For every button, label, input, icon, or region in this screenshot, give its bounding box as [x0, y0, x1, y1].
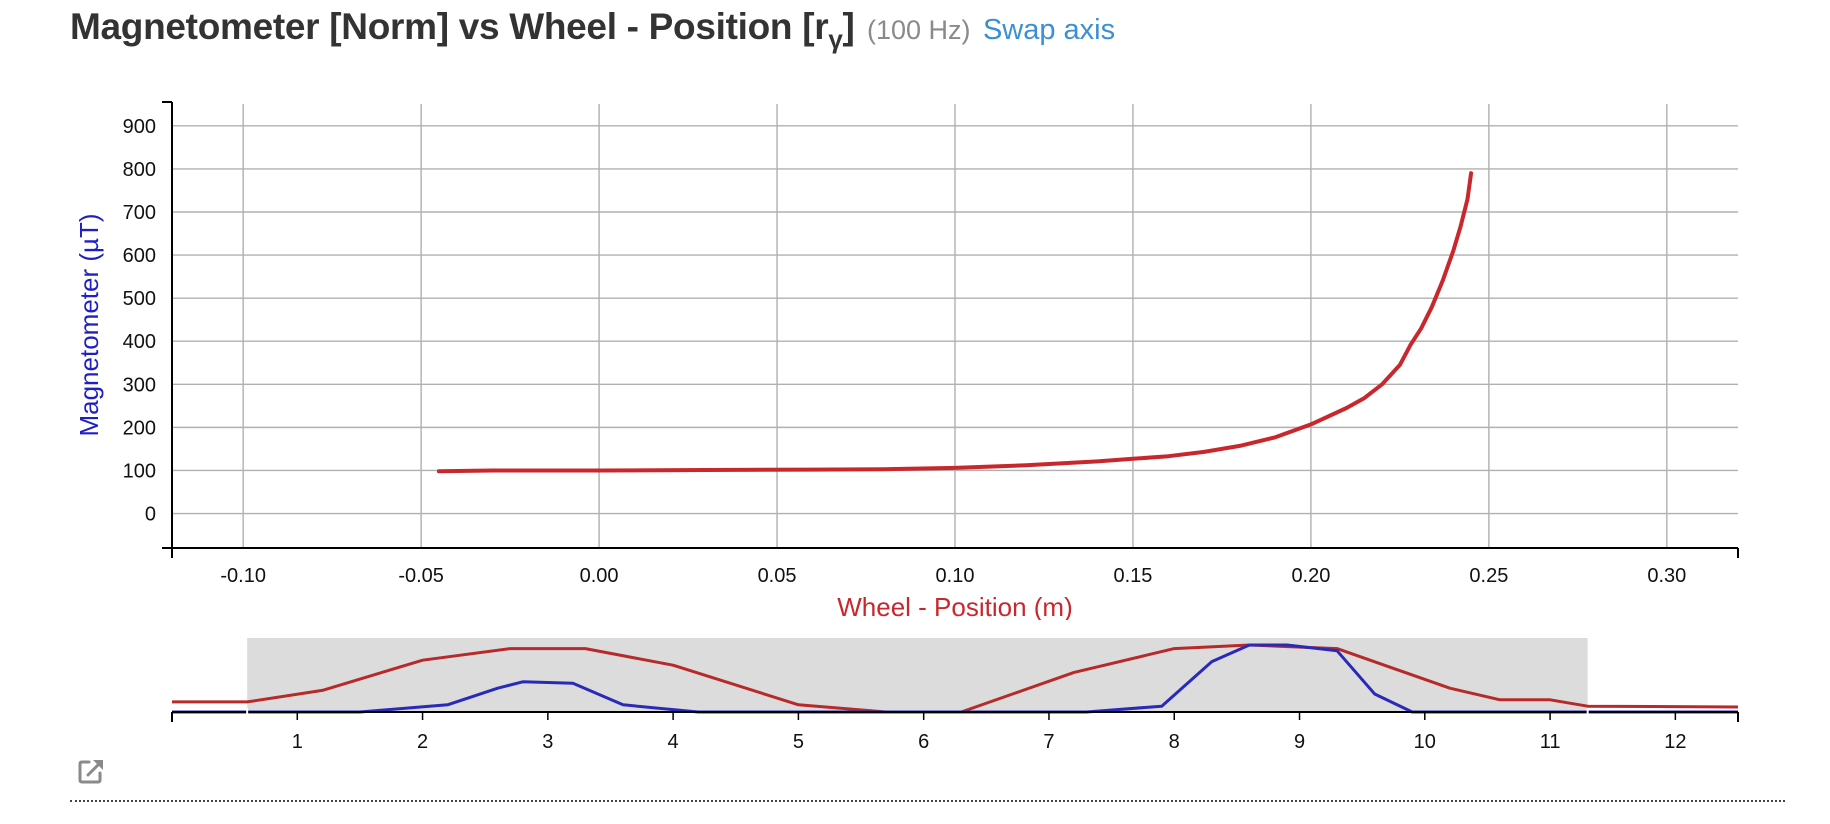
y-tick-label: 500 — [123, 288, 156, 310]
series-point — [1024, 463, 1028, 467]
series-point — [953, 466, 957, 470]
x-tick-label: -0.10 — [220, 565, 266, 587]
chart-title-suffix: ] — [842, 6, 855, 47]
overview-navigator[interactable]: 1 2 3 4 5 6 7 8 9 10 11 12 — [0, 620, 1830, 760]
y-tick-label: 900 — [123, 116, 156, 138]
y-tick-label: 600 — [123, 245, 156, 267]
series-point — [597, 468, 601, 473]
x-axis-ticks: -0.10 -0.05 0.00 0.05 0.10 0.15 0.20 0.25 0.30 — [220, 565, 1686, 587]
series-point — [1380, 382, 1384, 386]
series-point — [1398, 363, 1402, 367]
swap-axis-link[interactable]: Swap axis — [982, 14, 1116, 46]
navigator-x-tick-label: 12 — [1664, 731, 1686, 753]
y-axis-ticks: 0 100 200 300 400 500 600 700 800 900 — [123, 116, 156, 526]
navigator-selected-range[interactable] — [247, 638, 1588, 712]
y-tick-label: 100 — [123, 460, 156, 482]
navigator-x-tick-label: 6 — [918, 731, 929, 753]
series-point — [704, 468, 708, 472]
chart-title-row: Magnetometer [Norm] vs Wheel - Position … — [70, 6, 1115, 66]
series-point — [1238, 444, 1242, 448]
main-chart[interactable]: 0 100 200 300 400 500 600 700 800 900 -0.10 -0.05 0… — [0, 0, 1830, 620]
x-tick-label: 0.20 — [1291, 565, 1330, 587]
chart-title: Magnetometer [Norm] vs Wheel - Position … — [70, 6, 855, 52]
series-point — [1440, 279, 1445, 283]
y-tick-label: 700 — [123, 202, 156, 224]
series-point — [1362, 396, 1366, 400]
x-tick-label: 0.00 — [580, 565, 619, 587]
y-tick-label: 0 — [145, 504, 156, 526]
series-point — [1344, 406, 1349, 410]
series-point — [1202, 450, 1206, 454]
series-point — [1408, 343, 1413, 347]
series-point — [1451, 249, 1455, 253]
series-point — [1465, 197, 1470, 201]
series-point — [1458, 225, 1462, 229]
x-tick-label: 0.25 — [1469, 565, 1508, 587]
y-axis-title: Magnetometer (µT) — [74, 213, 104, 436]
x-tick-label: 0.30 — [1647, 565, 1686, 587]
series-point — [811, 468, 815, 472]
navigator-x-tick-label: 10 — [1414, 731, 1436, 753]
navigator-x-ticks: 1 2 3 4 5 6 7 8 9 10 11 12 — [292, 712, 1686, 753]
series-point — [1309, 422, 1313, 426]
navigator-x-tick-label: 1 — [292, 731, 303, 753]
series-point — [1469, 171, 1473, 175]
navigator-x-tick-label: 11 — [1540, 731, 1561, 753]
navigator-x-tick-label: 8 — [1169, 731, 1180, 753]
x-axis-title: Wheel - Position (m) — [837, 592, 1073, 620]
bottom-divider — [70, 800, 1785, 802]
y-tick-label: 800 — [123, 159, 156, 181]
chart-title-prefix: Magnetometer [Norm] vs Wheel - Position … — [70, 6, 829, 47]
chart-title-subscript: γ — [828, 24, 843, 54]
main-chart-grid — [172, 104, 1738, 548]
series-point — [1166, 454, 1171, 458]
export-icon[interactable] — [76, 756, 106, 786]
navigator-axis — [171, 708, 1739, 722]
series-point — [1273, 435, 1277, 439]
series-point — [437, 469, 441, 473]
series-point — [1095, 459, 1099, 464]
x-tick-label: 0.15 — [1113, 565, 1152, 587]
main-chart-series — [436, 171, 1474, 474]
navigator-x-tick-label: 7 — [1043, 731, 1054, 753]
series-point — [490, 468, 494, 473]
series-point — [1430, 305, 1434, 309]
navigator-x-tick-label: 2 — [417, 731, 428, 753]
series-point — [1131, 457, 1135, 461]
x-tick-label: -0.05 — [398, 565, 444, 587]
series-point — [1419, 326, 1423, 330]
navigator-x-tick-label: 9 — [1294, 731, 1305, 753]
x-tick-label: 0.05 — [758, 565, 797, 587]
navigator-x-tick-label: 4 — [668, 731, 679, 753]
y-tick-label: 400 — [123, 331, 156, 353]
series-point — [882, 467, 886, 471]
navigator-x-tick-label: 5 — [793, 731, 804, 753]
sample-rate-label: (100 Hz) — [866, 15, 971, 45]
main-chart-axes — [162, 101, 1739, 558]
x-tick-label: 0.10 — [936, 565, 975, 587]
y-tick-label: 200 — [123, 417, 156, 439]
y-tick-label: 300 — [123, 374, 156, 396]
navigator-x-tick-label: 3 — [542, 731, 553, 753]
